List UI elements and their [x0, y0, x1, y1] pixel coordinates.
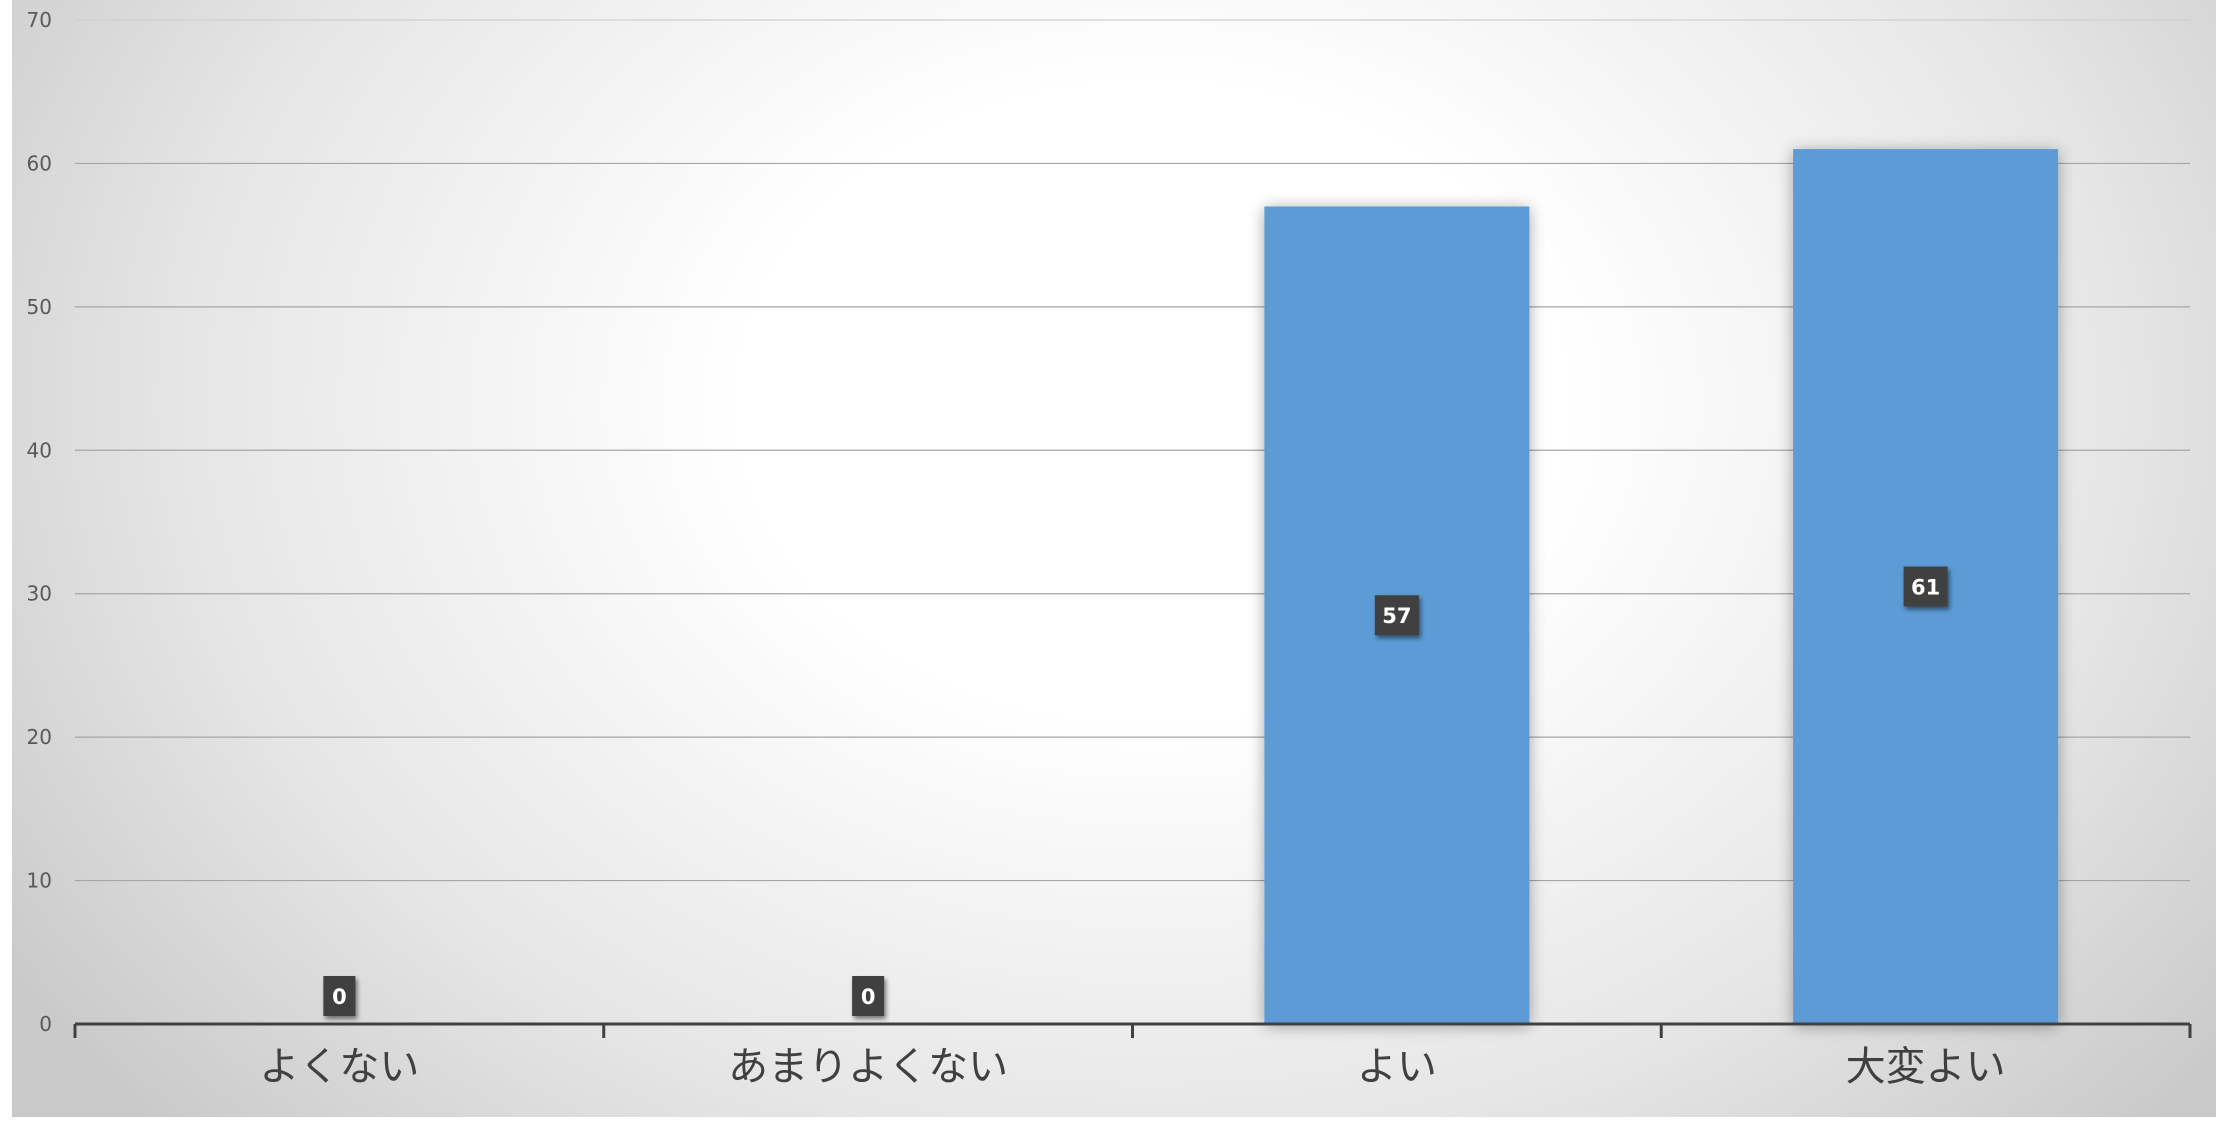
y-tick-label-50: 50	[27, 295, 52, 319]
left-margin-strip	[0, 0, 12, 1117]
data-labels: 0 0 57 61	[323, 566, 1948, 1016]
y-axis-tick-labels: 0 10 20 30 40 50 60 70	[27, 8, 52, 1036]
y-tick-label-70: 70	[27, 8, 52, 32]
data-label-text: 0	[332, 985, 347, 1009]
y-tick-label-10: 10	[27, 869, 52, 893]
y-tick-label-30: 30	[27, 582, 52, 606]
data-label-box	[1903, 566, 1948, 607]
data-label-1: 0	[323, 976, 356, 1016]
data-label-4: 61	[1903, 566, 1948, 607]
data-label-text: 0	[861, 985, 876, 1009]
y-tick-label-60: 60	[27, 151, 52, 175]
y-tick-label-20: 20	[27, 725, 52, 749]
x-axis-tick-labels: よくない あまりよくない よい 大変よい	[259, 1044, 2005, 1090]
x-tick-label-3: よい	[1357, 1044, 1437, 1090]
data-label-text: 61	[1911, 576, 1940, 600]
data-label-2: 0	[852, 976, 885, 1016]
data-label-box	[852, 976, 885, 1016]
y-tick-label-40: 40	[27, 438, 52, 462]
data-label-3: 57	[1374, 595, 1419, 636]
gridlines	[75, 19, 2190, 882]
y-tick-label-0: 0	[39, 1012, 52, 1036]
x-tick-label-4: 大変よい	[1846, 1044, 2006, 1090]
data-label-box	[1374, 595, 1419, 636]
data-label-text: 57	[1382, 604, 1411, 628]
x-tick-label-1: よくない	[259, 1044, 419, 1090]
x-tick-label-2: あまりよくない	[728, 1044, 1008, 1090]
x-axis	[73, 1022, 2192, 1038]
data-label-box	[323, 976, 356, 1016]
